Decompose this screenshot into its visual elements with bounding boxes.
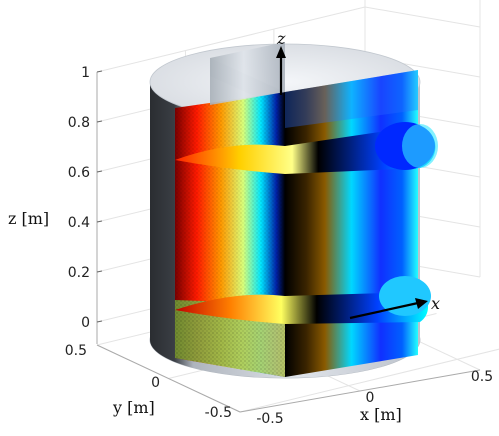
x-vector xyxy=(349,301,419,320)
y-ticks: 0.5 0 -0.5 xyxy=(65,343,232,421)
z-tick-mark xyxy=(96,170,103,173)
vertical-slice-right-top xyxy=(285,70,418,128)
x-ticks: -0.5 0 0.5 xyxy=(256,369,493,427)
x-axis-line xyxy=(239,369,481,413)
horizontal-slice-upper xyxy=(175,126,436,174)
z-tick-label: 1 xyxy=(81,65,90,81)
z-vector-label: z xyxy=(276,29,286,48)
x-tick-label: 0.5 xyxy=(471,369,493,385)
x-vector-label: x xyxy=(431,294,440,313)
vectors: z x xyxy=(276,29,440,320)
back-slice-upper xyxy=(210,42,285,105)
tick-labels: 0 0.2 0.4 0.6 0.8 1 0.5 0 -0.5 -0.5 0 0.5 z [m] y… xyxy=(8,65,493,427)
x-axis-label: x [m] xyxy=(360,405,402,424)
z-tick-mark xyxy=(96,270,103,273)
y-gridline-floor xyxy=(239,348,499,413)
x-tick-label: -0.5 xyxy=(256,411,283,427)
upper-ring-right-rim xyxy=(402,124,438,168)
box-edges xyxy=(96,72,481,413)
z-tick-label: 0.8 xyxy=(68,115,90,131)
x-tick-label: 0 xyxy=(366,390,375,406)
z-tick-mark xyxy=(96,320,103,323)
z-gridline-back-left xyxy=(96,6,366,73)
z-tick-mark xyxy=(96,120,103,123)
z-ticks: 0 0.2 0.4 0.6 0.8 1 xyxy=(68,65,103,331)
x-vector-head xyxy=(415,298,428,309)
slices xyxy=(175,42,438,377)
y-tick-label: 0.5 xyxy=(65,343,87,359)
y-tick-label: -0.5 xyxy=(205,405,232,421)
z-tick-label: 0.6 xyxy=(68,165,90,181)
z-tick-label: 0 xyxy=(81,315,90,331)
z-tick-mark xyxy=(96,70,103,73)
z-axis-label: z [m] xyxy=(8,209,49,228)
z-vector-head xyxy=(276,46,286,58)
z-gridline-back-right xyxy=(364,6,481,28)
z-tick-label: 0.4 xyxy=(68,215,90,231)
z-tick-label: 0.2 xyxy=(68,265,90,281)
z-tick-mark xyxy=(96,220,103,223)
y-axis-line xyxy=(96,344,241,413)
horizontal-slice-lower xyxy=(175,292,429,324)
y-tick-label: 0 xyxy=(151,375,160,391)
y-axis-label: y [m] xyxy=(112,398,155,417)
